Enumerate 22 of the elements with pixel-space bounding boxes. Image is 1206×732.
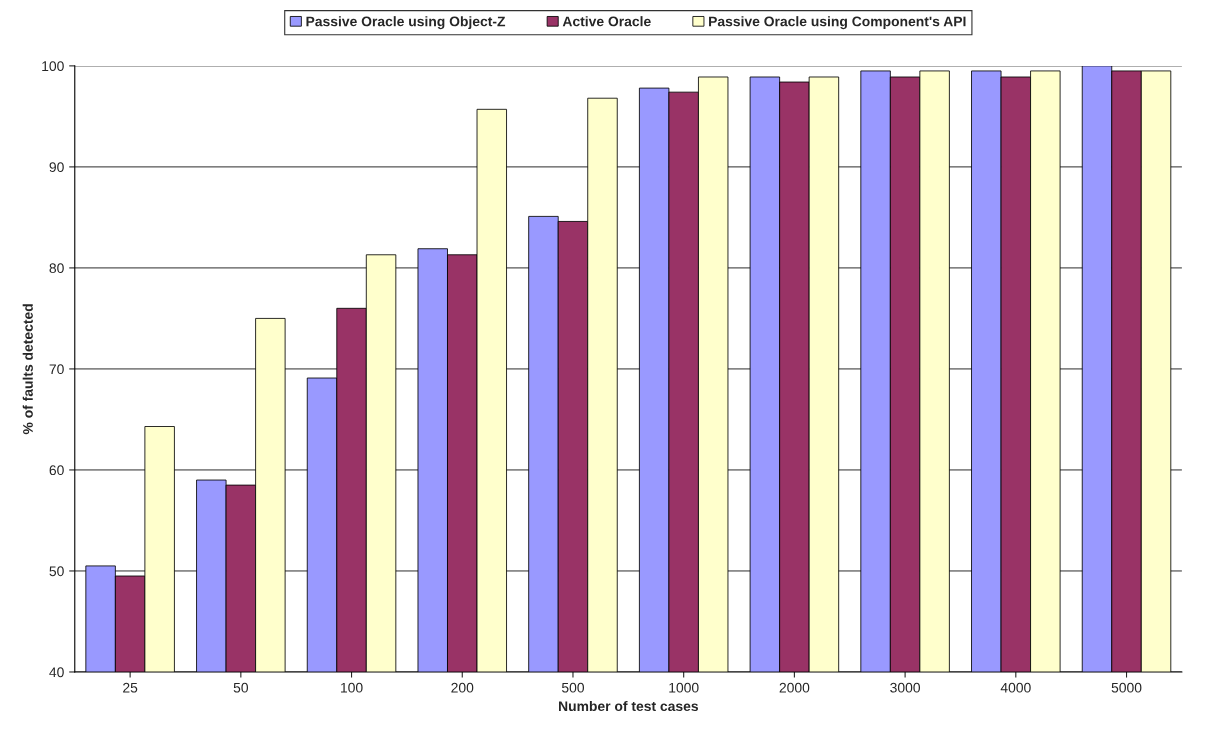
y-tick-label: 50 — [49, 566, 64, 577]
x-tick-label: 4000 — [1000, 682, 1031, 693]
x-axis-title: Number of test cases — [559, 700, 698, 712]
y-tick-label: 80 — [49, 263, 64, 274]
x-tick-label: 2000 — [779, 682, 810, 693]
legend-label: Passive Oracle using Object-Z — [306, 16, 506, 30]
x-tick-label: 5000 — [1111, 682, 1142, 693]
x-tick-label: 50 — [233, 682, 249, 693]
x-tick-label: 25 — [123, 682, 138, 693]
x-tick-label: 200 — [451, 682, 474, 693]
x-tick-label: 1000 — [669, 682, 699, 693]
y-tick-label: 90 — [49, 162, 64, 173]
y-tick-label: 40 — [49, 667, 64, 678]
x-tick-label: 100 — [341, 682, 363, 693]
y-tick-label: 100 — [42, 61, 64, 72]
y-axis-title: % of faults detected — [22, 304, 33, 435]
legend-label: Passive Oracle using Component's API — [709, 16, 966, 30]
y-tick-label: 60 — [49, 465, 64, 476]
x-tick-label: 500 — [561, 682, 585, 693]
legend-label: Active Oracle — [562, 16, 651, 27]
x-tick-label: 3000 — [890, 682, 921, 693]
y-tick-label: 70 — [49, 364, 64, 375]
